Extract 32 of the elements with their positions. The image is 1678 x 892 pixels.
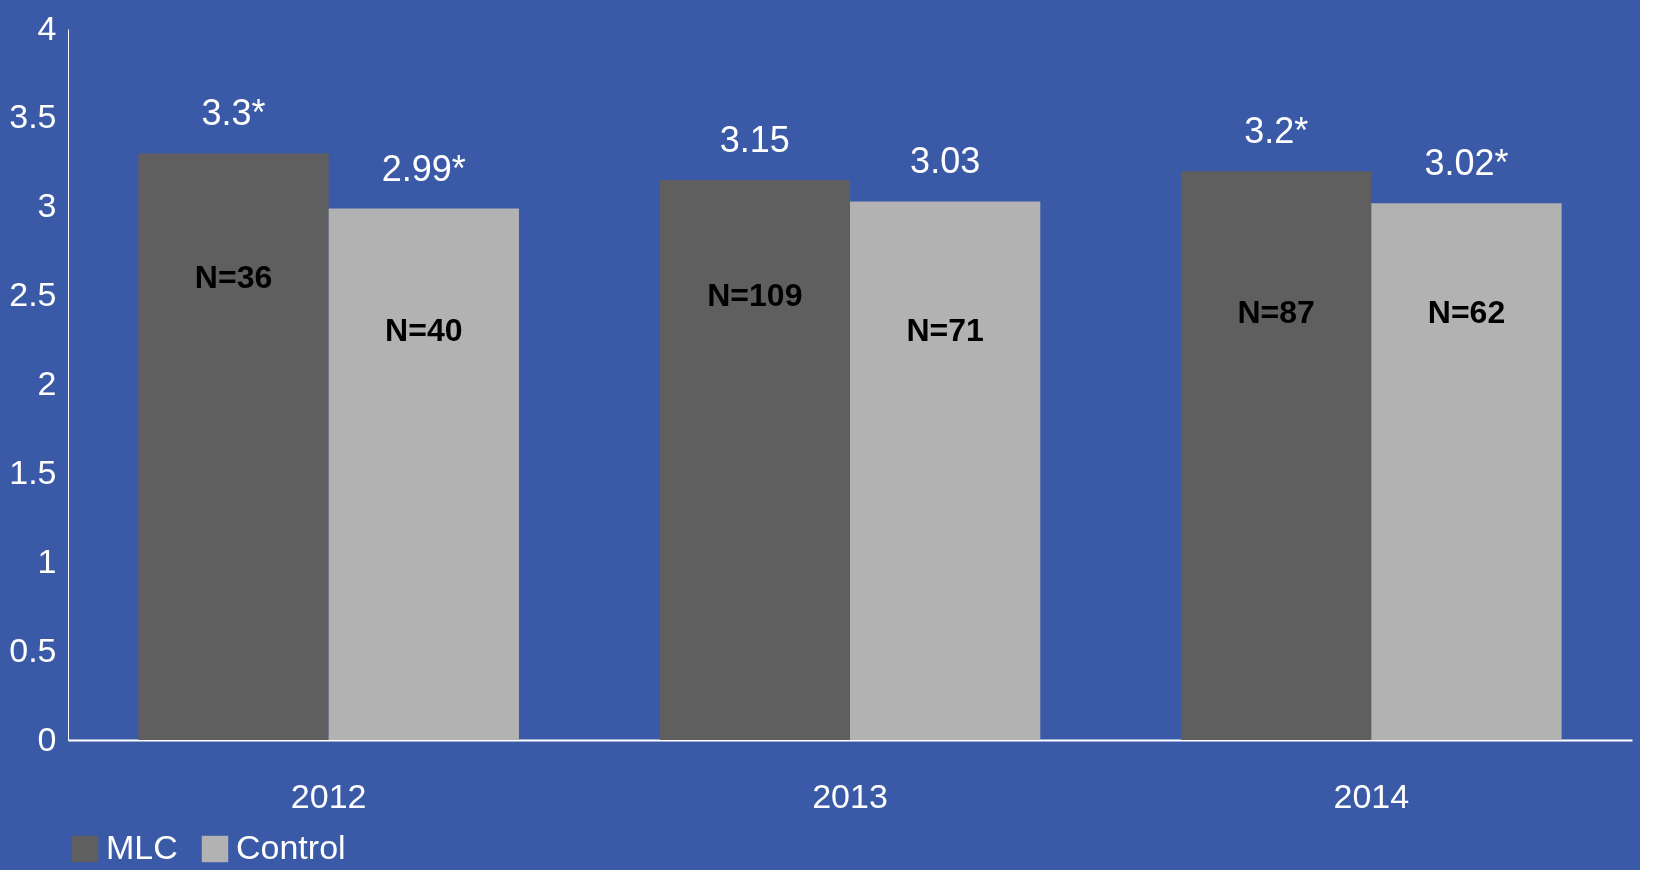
y-tick-label: 1.5 <box>9 452 57 491</box>
legend-label: Control <box>236 828 346 866</box>
bar <box>328 208 519 740</box>
annotation: N=109 <box>707 276 803 313</box>
annotation: N=36 <box>194 258 273 295</box>
annotation: N=40 <box>385 312 463 349</box>
data-label: 3.2* <box>1244 110 1309 152</box>
bar <box>659 180 850 740</box>
bar <box>138 153 329 740</box>
data-label: 3.03 <box>910 140 981 182</box>
y-tick-label: 4 <box>37 8 57 47</box>
data-label: 2.99* <box>381 147 466 189</box>
y-tick-label: 2 <box>37 364 57 402</box>
y-tick-label: 2.5 <box>9 275 57 314</box>
data-label: 3.15 <box>719 119 790 161</box>
x-tick-label: 2013 <box>812 776 888 815</box>
annotation: N=87 <box>1237 294 1315 331</box>
annotation: N=62 <box>1427 294 1506 331</box>
legend-label: MLC <box>106 828 178 866</box>
bar <box>1371 203 1562 740</box>
bar <box>850 201 1041 740</box>
x-tick-label: 2012 <box>290 776 367 815</box>
x-tick-label: 2014 <box>1333 776 1410 815</box>
bar <box>1181 171 1372 740</box>
y-tick-label: 0.5 <box>9 630 57 669</box>
data-label: 3.3* <box>201 92 266 134</box>
annotation: N=71 <box>906 312 984 349</box>
y-tick-label: 1 <box>37 541 57 580</box>
y-tick-label: 3.5 <box>9 97 57 136</box>
data-label: 3.02* <box>1424 142 1509 184</box>
y-tick-label: 0 <box>37 719 57 758</box>
y-tick-label: 3 <box>37 186 57 225</box>
